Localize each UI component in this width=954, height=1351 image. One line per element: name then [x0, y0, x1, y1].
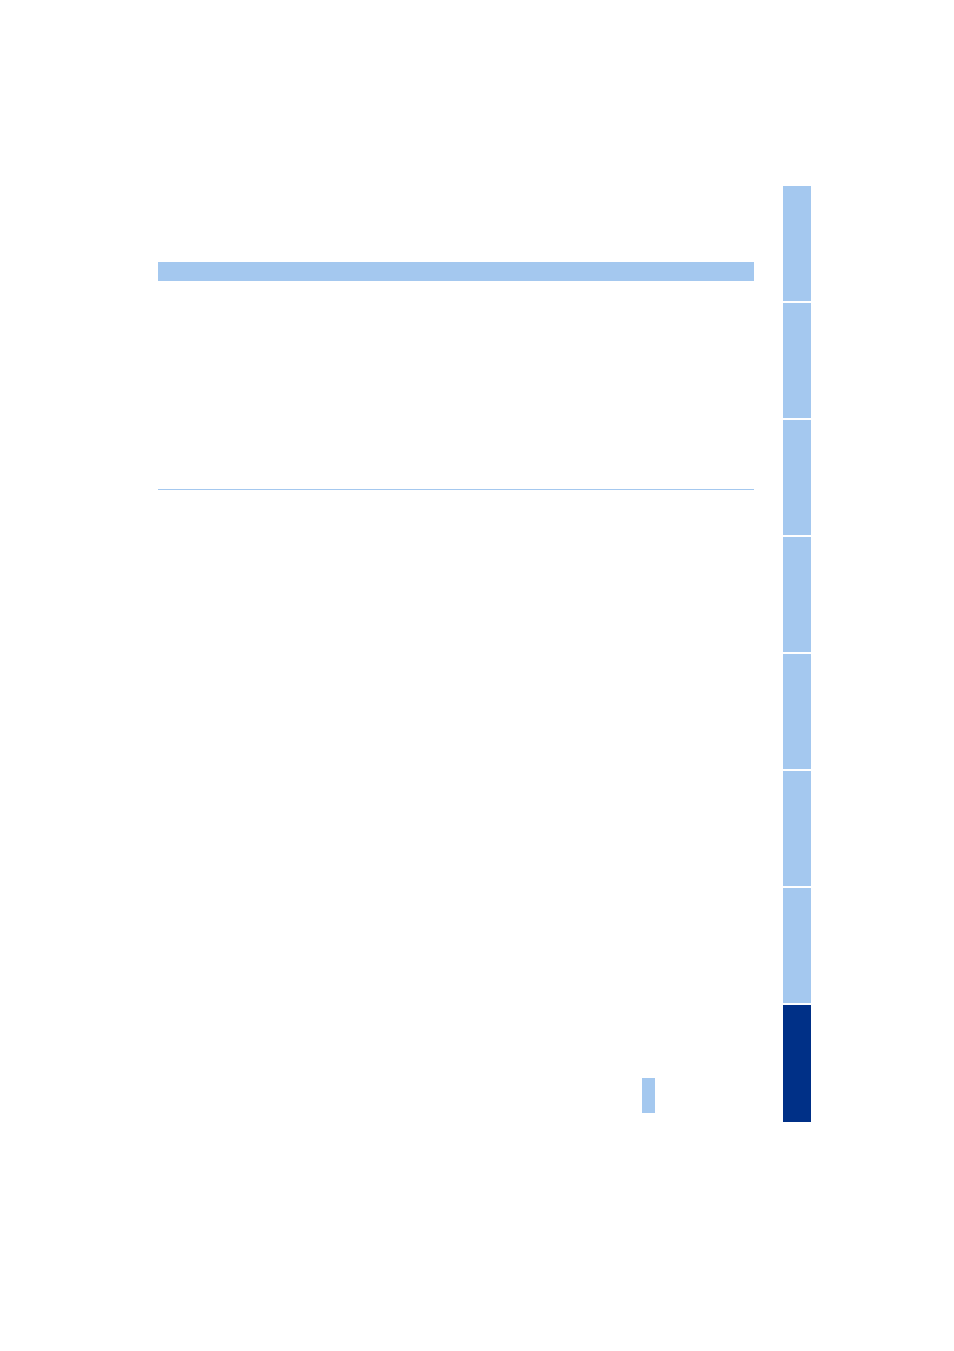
page-marker: [642, 1078, 655, 1113]
section-title-bar: [158, 262, 754, 281]
side-tab-4[interactable]: [783, 537, 811, 654]
side-tab-3[interactable]: [783, 420, 811, 537]
side-tab-7[interactable]: [783, 888, 811, 1005]
page: [0, 0, 954, 1351]
side-tab-6[interactable]: [783, 771, 811, 888]
side-tab-8-active[interactable]: [783, 1005, 811, 1122]
side-tab-5[interactable]: [783, 654, 811, 771]
side-tab-1[interactable]: [783, 186, 811, 303]
horizontal-rule: [158, 489, 754, 490]
side-tab-strip: [783, 186, 811, 1122]
side-tab-2[interactable]: [783, 303, 811, 420]
